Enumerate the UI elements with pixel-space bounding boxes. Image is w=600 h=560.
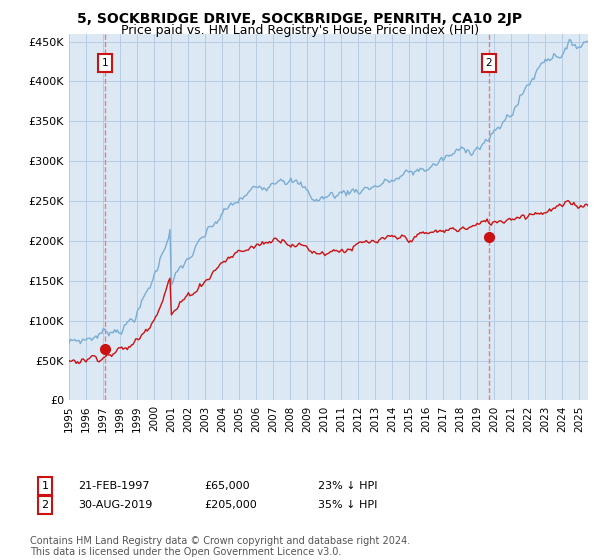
Text: Contains HM Land Registry data © Crown copyright and database right 2024.
This d: Contains HM Land Registry data © Crown c… bbox=[30, 535, 410, 557]
Text: £205,000: £205,000 bbox=[204, 500, 257, 510]
Text: 2: 2 bbox=[485, 58, 492, 68]
Text: 35% ↓ HPI: 35% ↓ HPI bbox=[318, 500, 377, 510]
Text: 2: 2 bbox=[41, 500, 49, 510]
Text: Price paid vs. HM Land Registry's House Price Index (HPI): Price paid vs. HM Land Registry's House … bbox=[121, 24, 479, 36]
Text: 1: 1 bbox=[41, 481, 49, 491]
Text: £65,000: £65,000 bbox=[204, 481, 250, 491]
Text: 1: 1 bbox=[102, 58, 109, 68]
Text: 30-AUG-2019: 30-AUG-2019 bbox=[78, 500, 152, 510]
Text: 5, SOCKBRIDGE DRIVE, SOCKBRIDGE, PENRITH, CA10 2JP: 5, SOCKBRIDGE DRIVE, SOCKBRIDGE, PENRITH… bbox=[77, 12, 523, 26]
Text: 21-FEB-1997: 21-FEB-1997 bbox=[78, 481, 149, 491]
Text: 23% ↓ HPI: 23% ↓ HPI bbox=[318, 481, 377, 491]
